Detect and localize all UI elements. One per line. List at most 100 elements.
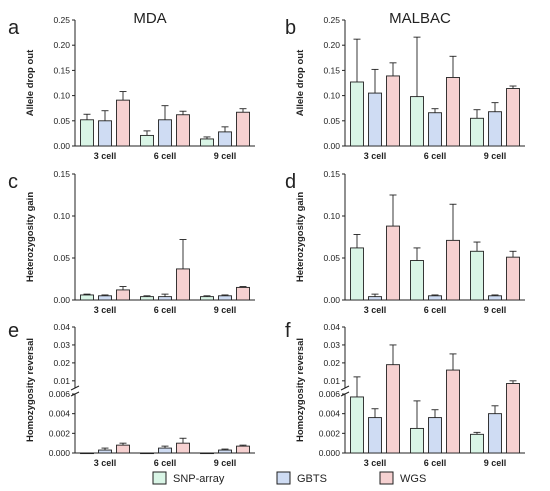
bar-snp-array-3-cell <box>80 452 94 455</box>
y-tick-label: 0.15 <box>53 169 70 179</box>
y-tick-label: 0.10 <box>53 91 70 101</box>
y-tick-label: 0.004 <box>49 409 71 419</box>
panel-letter: a <box>8 17 20 39</box>
bar-gbts-9-cell <box>218 449 232 454</box>
bar-gbts-9-cell <box>218 295 232 301</box>
bar-snp-array-9-cell <box>200 296 214 301</box>
y-tick-label: 0.10 <box>323 91 340 101</box>
bar-snp-array-6-cell <box>140 134 154 147</box>
bar-snp-array-9-cell <box>200 138 214 147</box>
bar-wgs-6-cell <box>176 442 190 454</box>
x-tick-label: 6 cell <box>424 151 447 161</box>
x-tick-label: 6 cell <box>154 151 177 161</box>
y-tick-label: 0.15 <box>323 169 340 179</box>
legend-swatch-snp-array <box>152 471 167 485</box>
legend-label: WGS <box>400 473 426 485</box>
bar-wgs-3-cell <box>386 75 400 147</box>
y-tick-label: 0.10 <box>323 211 340 221</box>
x-tick-label: 9 cell <box>484 151 507 161</box>
y-tick-label: 0.004 <box>319 409 341 419</box>
bar-snp-array-9-cell <box>470 433 484 454</box>
x-tick-label: 9 cell <box>214 151 237 161</box>
y-tick-label: 0.03 <box>53 340 70 350</box>
y-tick-label: 0.00 <box>53 295 70 305</box>
y-tick-label: 0.03 <box>323 340 340 350</box>
bar-wgs-6-cell <box>446 77 460 147</box>
y-axis-label: Homozygosity reversal <box>295 338 306 442</box>
panel-letter: b <box>285 17 296 39</box>
bar-gbts-6-cell <box>158 119 172 147</box>
x-tick-label: 3 cell <box>364 458 387 468</box>
bar-wgs-6-cell <box>176 268 190 301</box>
bar-gbts-3-cell <box>368 296 382 301</box>
y-tick-label: 0.002 <box>49 428 71 438</box>
bar-gbts-3-cell <box>368 417 382 454</box>
panel-a: a Allele drop out 0.00 0.05 0.10 0.15 0.20 0.25… <box>8 15 255 161</box>
bar-snp-array-3-cell <box>350 247 364 301</box>
y-tick-label: 0.15 <box>53 65 70 75</box>
bar-snp-array-3-cell <box>80 119 94 147</box>
panel-f: f Homozygosity reversal 0.000 0.002 0.004 0.0… <box>285 320 525 468</box>
y-tick-label: 0.04 <box>323 322 340 332</box>
legend-swatch-gbts <box>276 471 291 485</box>
x-tick-label: 9 cell <box>214 458 237 468</box>
bar-wgs-6-cell <box>446 369 460 454</box>
x-tick-label: 3 cell <box>364 305 387 315</box>
panel-c: c Heterozygosity gain 0.00 0.05 0.10 0.15 3 ce… <box>8 169 255 315</box>
bar-wgs-9-cell <box>506 256 520 301</box>
y-axis-label: Allele drop out <box>295 49 306 116</box>
y-axis-label: Homozygosity reversal <box>25 338 36 442</box>
panels: a Allele drop out 0.00 0.05 0.10 0.15 0.20 0.25… <box>8 15 525 468</box>
panel-letter: f <box>285 320 291 342</box>
bar-gbts-6-cell <box>428 295 442 301</box>
y-tick-label: 0.00 <box>53 141 70 151</box>
panel-letter: e <box>8 320 19 342</box>
legend-label: SNP-array <box>173 473 225 485</box>
y-tick-label: 0.05 <box>53 116 70 126</box>
axis-break-mark <box>340 385 350 391</box>
bar-wgs-3-cell <box>386 225 400 301</box>
bar-gbts-6-cell <box>428 112 442 147</box>
y-axis-label: Allele drop out <box>25 49 36 116</box>
panel-b: b Allele drop out 0.00 0.05 0.10 0.15 0.20 0.25… <box>285 15 525 161</box>
bar-wgs-3-cell <box>386 364 400 454</box>
bar-gbts-9-cell <box>488 413 502 454</box>
bar-gbts-6-cell <box>428 417 442 454</box>
bar-gbts-3-cell <box>98 449 112 454</box>
x-tick-label: 6 cell <box>154 458 177 468</box>
y-tick-label: 0.05 <box>323 116 340 126</box>
bar-gbts-6-cell <box>158 296 172 301</box>
panel-letter: d <box>285 171 296 193</box>
bar-snp-array-6-cell <box>410 427 424 454</box>
bar-gbts-3-cell <box>368 92 382 147</box>
bar-snp-array-9-cell <box>470 117 484 147</box>
bar-gbts-3-cell <box>98 295 112 301</box>
bar-snp-array-3-cell <box>350 396 364 454</box>
bar-snp-array-6-cell <box>140 296 154 301</box>
y-tick-label: 0.000 <box>319 448 341 458</box>
legend-swatch-wgs <box>379 471 394 485</box>
bar-wgs-9-cell <box>236 111 250 147</box>
bar-wgs-9-cell <box>506 383 520 454</box>
y-tick-label: 0.02 <box>323 358 340 368</box>
bar-wgs-9-cell <box>506 88 520 147</box>
x-tick-label: 6 cell <box>424 305 447 315</box>
y-tick-label: 0.002 <box>319 428 341 438</box>
y-tick-label: 0.02 <box>53 358 70 368</box>
y-tick-label: 0.15 <box>323 65 340 75</box>
bar-wgs-9-cell <box>236 286 250 301</box>
x-tick-label: 9 cell <box>214 305 237 315</box>
bar-snp-array-6-cell <box>410 260 424 301</box>
y-tick-label: 0.006 <box>319 389 341 399</box>
bar-snp-array-9-cell <box>470 250 484 301</box>
x-tick-label: 9 cell <box>484 305 507 315</box>
legend: SNP-array GBTS WGS <box>152 471 426 485</box>
bar-gbts-3-cell <box>98 120 112 147</box>
bar-gbts-9-cell <box>488 295 502 301</box>
y-tick-label: 0.20 <box>53 40 70 50</box>
y-axis-label: Heterozygosity gain <box>25 192 36 282</box>
panel-letter: c <box>8 171 18 193</box>
bar-wgs-3-cell <box>116 289 130 301</box>
